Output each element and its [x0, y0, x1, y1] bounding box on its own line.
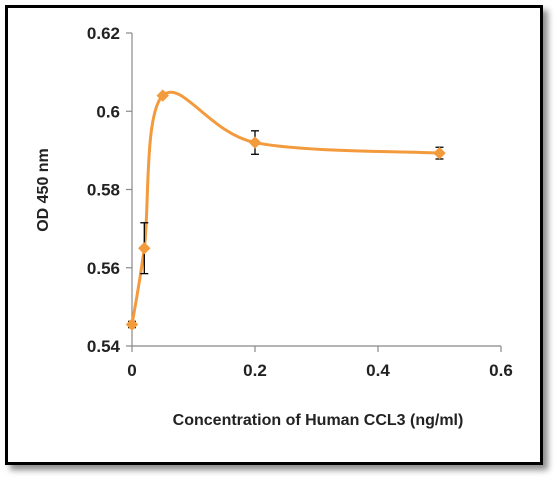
series-group — [125, 89, 446, 331]
y-tick-label: 0.58 — [87, 181, 120, 200]
y-tick-label: 0.62 — [87, 24, 120, 43]
x-tick-label: 0 — [127, 361, 136, 380]
data-point-marker — [433, 146, 446, 160]
y-axis-label: OD 450 nm — [35, 148, 52, 232]
data-point-marker — [138, 241, 151, 255]
x-tick-label: 0.4 — [366, 361, 390, 380]
axes — [131, 33, 501, 347]
y-tick-label: 0.54 — [87, 337, 121, 356]
y-ticks: 0.54 0.56 0.58 0.6 0.62 — [87, 24, 132, 356]
chart-frame: 0.54 0.56 0.58 0.6 0.62 0 0.2 0.4 0.6 OD 450 nm… — [5, 5, 543, 465]
y-tick-label: 0.6 — [96, 102, 120, 121]
x-tick-label: 0.2 — [243, 361, 267, 380]
data-point-marker — [125, 318, 139, 331]
x-axis-label: Concentration of Human CCL3 (ng/ml) — [173, 412, 464, 429]
chart: 0.54 0.56 0.58 0.6 0.62 0 0.2 0.4 0.6 OD 450 nm… — [35, 24, 513, 429]
y-tick-label: 0.56 — [87, 259, 120, 278]
data-point-marker — [248, 136, 262, 149]
data-point-marker — [156, 89, 169, 102]
series-line — [130, 90, 440, 325]
x-tick-label: 0.6 — [489, 361, 513, 380]
x-ticks: 0 0.2 0.4 0.6 — [127, 346, 513, 380]
